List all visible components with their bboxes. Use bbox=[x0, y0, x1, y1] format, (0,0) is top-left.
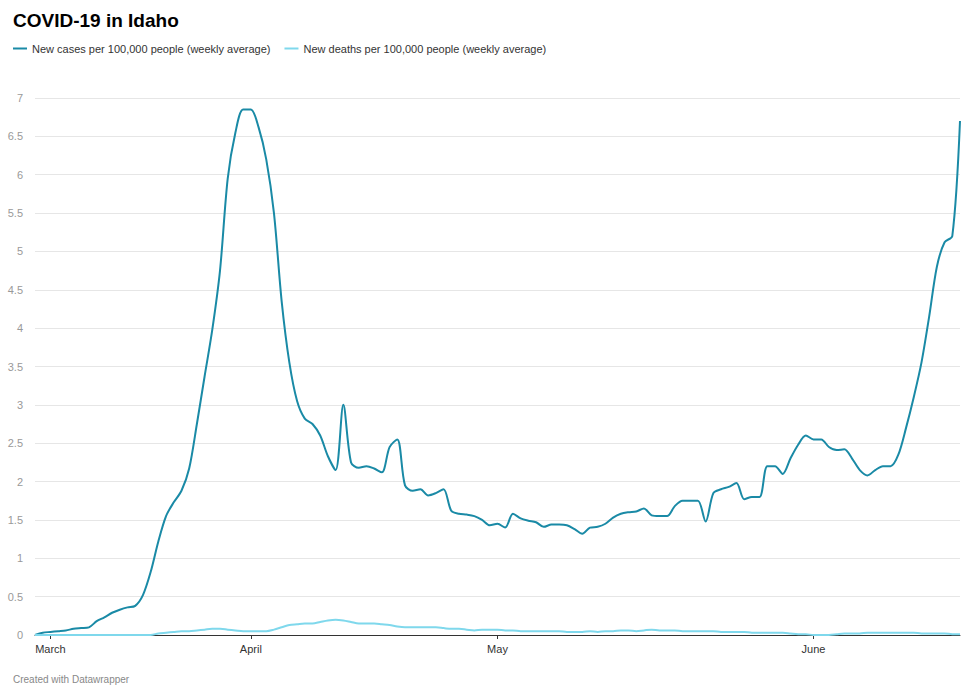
svg-text:6: 6 bbox=[17, 169, 23, 181]
svg-text:1: 1 bbox=[17, 552, 23, 564]
svg-text:May: May bbox=[487, 643, 508, 655]
svg-text:6.5: 6.5 bbox=[8, 130, 23, 142]
svg-text:1.5: 1.5 bbox=[8, 514, 23, 526]
svg-text:4.5: 4.5 bbox=[8, 284, 23, 296]
svg-text:COVID-19 in Idaho: COVID-19 in Idaho bbox=[13, 10, 179, 31]
svg-text:2.5: 2.5 bbox=[8, 437, 23, 449]
svg-text:0: 0 bbox=[17, 629, 23, 641]
svg-text:New cases per 100,000 people (: New cases per 100,000 people (weekly ave… bbox=[32, 43, 270, 55]
svg-text:2: 2 bbox=[17, 476, 23, 488]
svg-text:March: March bbox=[35, 643, 66, 655]
svg-text:New deaths per 100,000 people: New deaths per 100,000 people (weekly av… bbox=[303, 43, 546, 55]
svg-text:7: 7 bbox=[17, 92, 23, 104]
svg-text:4: 4 bbox=[17, 322, 23, 334]
svg-text:April: April bbox=[240, 643, 262, 655]
svg-text:June: June bbox=[802, 643, 826, 655]
svg-text:5: 5 bbox=[17, 245, 23, 257]
svg-text:5.5: 5.5 bbox=[8, 207, 23, 219]
svg-text:3: 3 bbox=[17, 399, 23, 411]
svg-text:Created with Datawrapper: Created with Datawrapper bbox=[13, 674, 130, 685]
svg-text:3.5: 3.5 bbox=[8, 361, 23, 373]
svg-text:0.5: 0.5 bbox=[8, 591, 23, 603]
